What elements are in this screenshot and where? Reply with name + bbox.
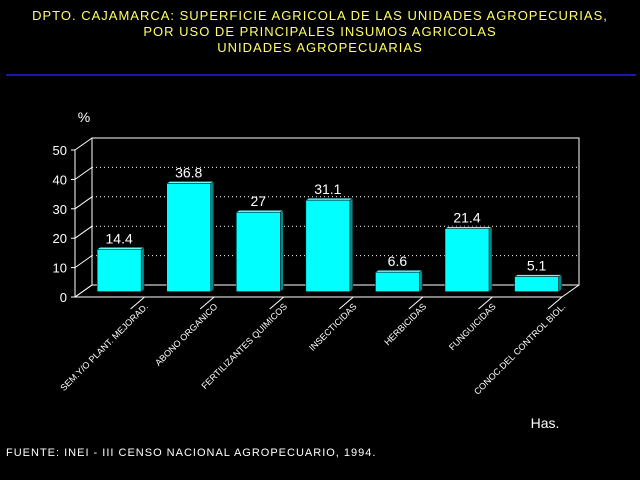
bar-top: [374, 269, 424, 273]
source-footnote: FUENTE: INEI - III CENSO NACIONAL AGROPE…: [6, 447, 377, 459]
x-axis-label: Has.: [531, 415, 560, 431]
y-depth-line: [74, 284, 93, 298]
y-tick-label: 0: [60, 290, 67, 305]
bar: [305, 199, 351, 292]
x-tick-label: ABONO ORGANICO: [153, 301, 219, 367]
bar: [375, 271, 420, 292]
bar: [96, 249, 142, 292]
x-tick: [338, 296, 354, 310]
title-line-3: UNIDADES AGROPECUARIAS: [217, 40, 423, 55]
data-label: 36.8: [175, 164, 202, 180]
bar-top: [235, 209, 285, 213]
y-depth-line: [74, 166, 93, 180]
y-tick-label: 30: [53, 202, 67, 217]
data-label: 6.6: [388, 253, 408, 269]
bar-side: [280, 209, 284, 293]
bar-side: [349, 197, 354, 293]
y-axis-label: %: [78, 109, 90, 125]
x-tick: [130, 296, 145, 310]
x-tick: [408, 296, 424, 310]
x-tick: [199, 296, 215, 310]
bar: [166, 183, 211, 292]
bar: [514, 276, 559, 292]
y-depth-line: [74, 225, 93, 239]
y-depth-line: [74, 196, 93, 210]
x-tick: [269, 296, 285, 310]
bar-top: [444, 226, 493, 229]
y-depth-line: [74, 137, 93, 151]
data-label: 5.1: [527, 258, 547, 274]
x-tick-label: FUNGUICIDAS: [447, 301, 498, 352]
x-tick: [478, 296, 493, 310]
bar: [236, 211, 281, 292]
title-line-2: POR USO DE PRINCIPALES INSUMOS AGRICOLAS: [143, 24, 497, 39]
title-line-1: DPTO. CAJAMARCA: SUPERFICIE AGRICOLA DE …: [32, 8, 608, 23]
x-tick: [547, 296, 563, 310]
data-label: 31.1: [314, 181, 341, 197]
y-tick-label: 50: [53, 143, 67, 158]
x-tick-label: INSECTICIDAS: [307, 301, 359, 353]
x-tick-label: SEM.Y/O PLANT. MEJORAD.: [58, 301, 150, 393]
data-label: 14.4: [106, 230, 133, 246]
y-tick-label: 40: [53, 172, 67, 187]
x-tick-label: HERBICIDAS: [382, 301, 428, 347]
bar: [444, 228, 490, 292]
bar-side: [210, 180, 214, 293]
bar-side: [419, 269, 423, 293]
chart-title: DPTO. CAJAMARCA: SUPERFICIE AGRICOLA DE …: [0, 8, 640, 56]
bar-side: [140, 246, 145, 293]
y-tick-label: 10: [53, 261, 67, 276]
bar-top: [305, 197, 354, 201]
bar-side: [488, 226, 493, 293]
y-tick-label: 20: [53, 231, 67, 246]
data-label: 27: [250, 193, 266, 209]
y-depth-line: [74, 255, 93, 269]
bar-top: [165, 181, 215, 184]
data-label: 21.4: [453, 210, 480, 226]
bar-side: [558, 274, 562, 293]
title-divider: [6, 74, 636, 76]
bar-top: [96, 247, 145, 250]
bar-top: [513, 274, 563, 277]
